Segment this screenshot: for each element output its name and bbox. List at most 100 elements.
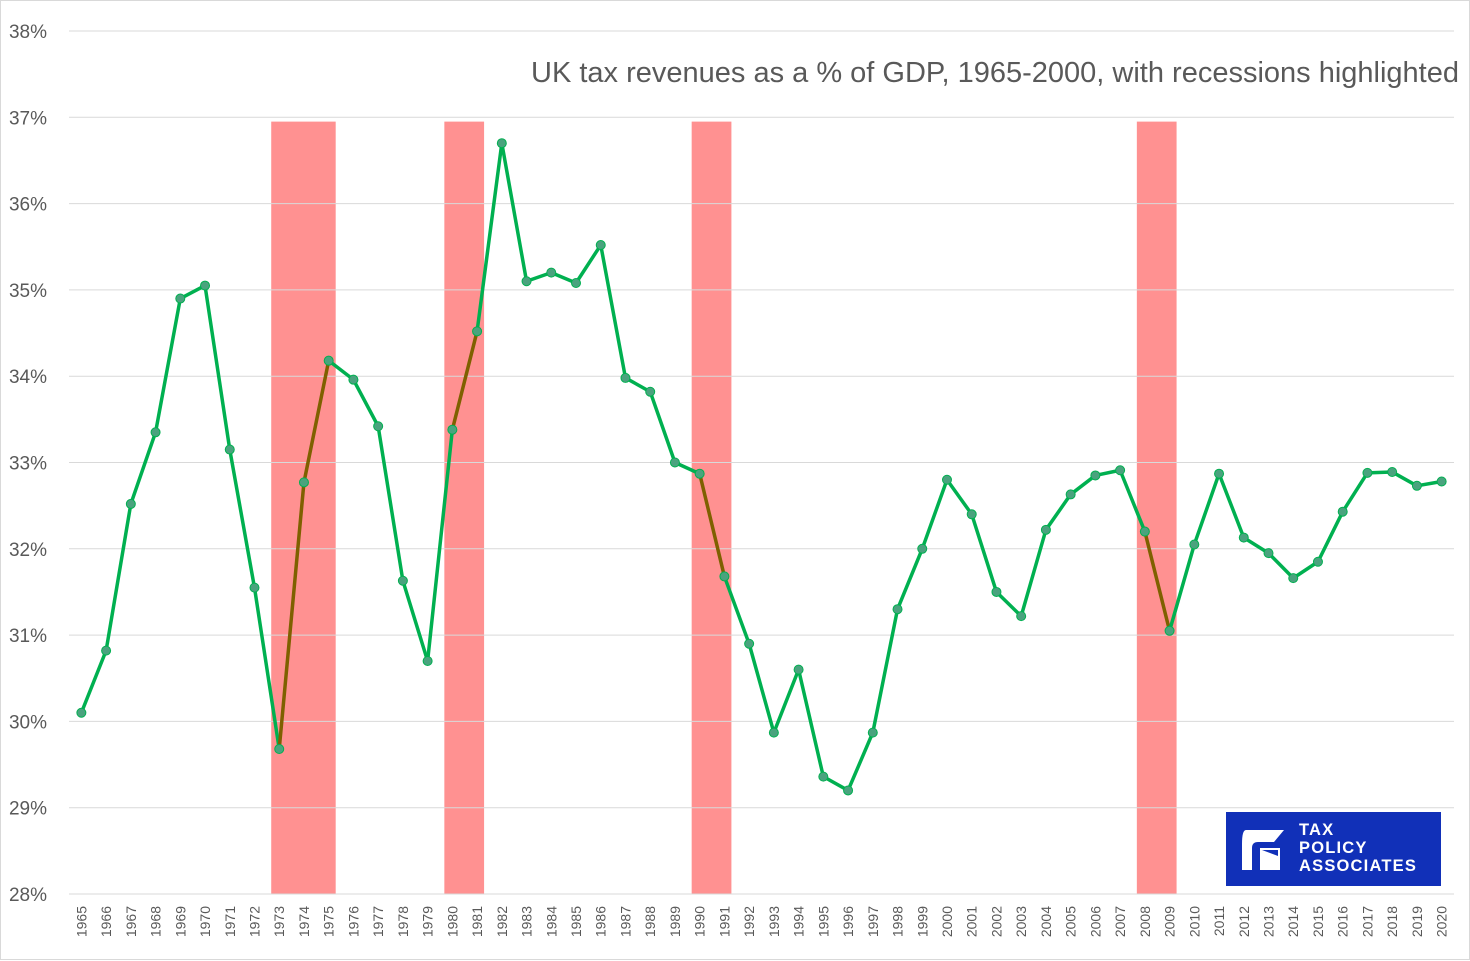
x-tick-label: 2000	[939, 906, 955, 937]
line-segment-1998	[895, 547, 925, 611]
data-point-1977	[373, 421, 384, 432]
data-point-2019	[1411, 480, 1422, 491]
line-segment-1978	[401, 578, 430, 663]
y-tick-label: 37%	[9, 108, 47, 129]
data-point-1984	[546, 267, 557, 278]
line-segment-1968	[153, 296, 183, 435]
x-tick-label: 2017	[1359, 906, 1375, 937]
data-point-1990	[694, 468, 705, 479]
data-point-1969	[175, 293, 186, 304]
x-tick-label: 1965	[73, 906, 89, 937]
data-point-2012	[1238, 532, 1249, 543]
x-tick-label: 1984	[543, 906, 559, 937]
line-segment-1985	[574, 243, 603, 285]
data-point-1975	[323, 355, 334, 366]
data-point-2014	[1288, 573, 1299, 584]
data-point-2000	[941, 474, 952, 485]
data-point-1981	[472, 326, 483, 337]
x-tick-label: 2008	[1137, 906, 1153, 937]
data-point-2003	[1016, 611, 1027, 622]
x-tick-label: 2018	[1384, 906, 1400, 937]
line-segment-2016	[1340, 471, 1370, 514]
x-tick-label: 1990	[692, 906, 708, 937]
data-point-2018	[1387, 466, 1398, 477]
line-segment-2011	[1217, 471, 1246, 540]
line-segment-1966	[104, 502, 133, 653]
line-segment-1974	[302, 358, 331, 485]
x-tick-label: 1968	[148, 906, 164, 937]
logo-line-1: TAX	[1299, 821, 1335, 839]
recession-bands	[271, 121, 1177, 895]
line-segment-1990	[697, 471, 727, 579]
data-point-2005	[1065, 489, 1076, 500]
line-segment-2005	[1068, 473, 1098, 497]
data-point-1978	[397, 575, 408, 586]
x-tick-label: 2002	[988, 906, 1004, 937]
data-point-1973	[274, 744, 285, 755]
logo-line-2: POLICY	[1299, 839, 1368, 857]
data-point-2017	[1362, 467, 1373, 478]
x-tick-label: 2016	[1335, 906, 1351, 937]
logo-text: TAX POLICY ASSOCIATES	[1299, 821, 1417, 875]
x-tick-label: 1995	[815, 906, 831, 937]
data-point-2008	[1139, 526, 1150, 537]
line-segment-1981	[475, 141, 504, 334]
data-point-1967	[125, 498, 136, 509]
line-segment-1991	[722, 574, 751, 646]
line-segment-1992	[747, 641, 776, 735]
x-tick-label: 1989	[667, 906, 683, 937]
data-point-2001	[966, 509, 977, 520]
series-points	[76, 138, 1447, 796]
data-point-2007	[1115, 465, 1126, 476]
x-axis-ticks: 1965 1966 1967 1968 1969 1970 1971 1972 1973 1974…	[73, 906, 1449, 937]
x-tick-label: 1993	[766, 906, 782, 937]
y-tick-label: 35%	[9, 281, 47, 302]
x-tick-label: 1980	[444, 906, 460, 937]
recession-band-1973	[271, 121, 336, 895]
line-segment-2010	[1192, 471, 1221, 547]
data-point-2006	[1090, 470, 1101, 481]
y-tick-label: 34%	[9, 367, 47, 388]
x-tick-label: 1996	[840, 906, 856, 937]
data-point-2010	[1189, 539, 1200, 550]
x-tick-label: 1966	[98, 906, 114, 937]
line-segment-1970	[203, 283, 232, 452]
x-tick-label: 1970	[197, 906, 213, 937]
y-tick-label: 33%	[9, 454, 47, 475]
line-segment-1980	[450, 329, 479, 432]
x-tick-label: 1967	[123, 906, 139, 937]
line-segment-1996	[846, 730, 875, 793]
data-point-1993	[768, 727, 779, 738]
y-tick-label: 31%	[9, 626, 47, 647]
x-tick-label: 2013	[1261, 906, 1277, 937]
x-tick-label: 1979	[420, 906, 436, 937]
data-point-1995	[818, 771, 829, 782]
data-point-1979	[422, 655, 433, 666]
line-segment-1999	[920, 478, 949, 551]
x-tick-label: 2014	[1285, 906, 1301, 937]
x-tick-label: 1991	[716, 906, 732, 937]
line-segment-1975	[326, 358, 356, 382]
line-segment-2001	[969, 512, 999, 594]
line-segment-2015	[1316, 509, 1345, 564]
y-tick-label: 32%	[9, 540, 47, 561]
data-point-1989	[669, 457, 680, 468]
data-point-1982	[496, 138, 507, 149]
x-tick-label: 1988	[642, 906, 658, 937]
data-point-1985	[571, 277, 582, 288]
data-point-2009	[1164, 625, 1175, 636]
x-tick-label: 1992	[741, 906, 757, 937]
data-point-1965	[76, 707, 87, 718]
logo-line-3: ASSOCIATES	[1299, 857, 1418, 875]
data-point-2002	[991, 586, 1002, 597]
line-segment-1971	[228, 447, 257, 590]
x-tick-label: 1982	[494, 906, 510, 937]
x-tick-label: 2010	[1186, 906, 1202, 937]
x-tick-label: 1994	[791, 906, 807, 937]
data-point-1966	[101, 645, 112, 656]
y-axis-ticks: 28% 29% 30% 31% 32% 33% 34% 35% 36% 37% 38%	[9, 22, 47, 906]
x-tick-label: 2012	[1236, 906, 1252, 937]
x-tick-label: 1986	[593, 906, 609, 937]
x-tick-label: 1978	[395, 906, 411, 937]
